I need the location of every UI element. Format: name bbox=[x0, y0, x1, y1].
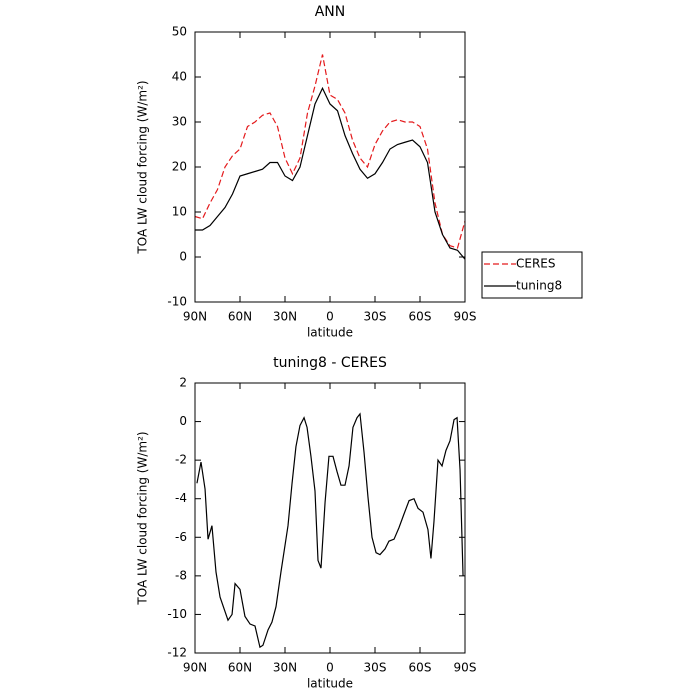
y-tick-label: 2 bbox=[179, 376, 187, 390]
x-tick-label: 0 bbox=[326, 661, 334, 675]
x-axis-label: latitude bbox=[307, 677, 353, 691]
y-tick-label: -2 bbox=[175, 453, 187, 467]
legend-label: CERES bbox=[516, 257, 556, 271]
y-tick-label: 20 bbox=[172, 160, 187, 174]
x-tick-label: 60S bbox=[409, 310, 432, 324]
legend-label: tuning8 bbox=[516, 279, 562, 293]
y-tick-label: -4 bbox=[175, 491, 187, 505]
chart-title: ANN bbox=[315, 4, 346, 20]
plot-frame bbox=[194, 31, 466, 303]
y-axis-label: TOA LW cloud forcing (W/m²) bbox=[136, 431, 150, 605]
x-tick-label: 90N bbox=[183, 661, 207, 675]
x-tick-label: 60N bbox=[228, 661, 252, 675]
x-tick-label: 30N bbox=[273, 661, 297, 675]
y-tick-label: 10 bbox=[172, 205, 187, 219]
x-tick-label: 90N bbox=[183, 310, 207, 324]
series-line bbox=[194, 54, 466, 249]
y-tick-label: -10 bbox=[167, 295, 187, 309]
y-tick-label: 40 bbox=[172, 70, 187, 84]
x-tick-label: 90S bbox=[454, 310, 477, 324]
x-tick-label: 30S bbox=[364, 661, 387, 675]
x-axis-label: latitude bbox=[307, 326, 353, 340]
x-tick-label: 60S bbox=[409, 661, 432, 675]
plot-frame bbox=[194, 382, 466, 654]
x-tick-label: 30S bbox=[364, 310, 387, 324]
series-line bbox=[195, 86, 466, 260]
y-axis-label: TOA LW cloud forcing (W/m²) bbox=[136, 80, 150, 254]
chart-title: tuning8 - CERES bbox=[273, 355, 387, 371]
y-tick-label: -10 bbox=[167, 607, 187, 621]
y-tick-label: -12 bbox=[167, 646, 187, 660]
x-tick-label: 60N bbox=[228, 310, 252, 324]
x-tick-label: 90S bbox=[454, 661, 477, 675]
y-tick-label: 30 bbox=[172, 115, 187, 129]
legend-box bbox=[481, 251, 583, 299]
y-tick-label: 0 bbox=[179, 250, 187, 264]
x-tick-label: 0 bbox=[326, 310, 334, 324]
y-tick-label: -6 bbox=[175, 530, 187, 544]
y-tick-label: 0 bbox=[179, 414, 187, 428]
series-line bbox=[196, 412, 464, 649]
y-tick-label: -8 bbox=[175, 568, 187, 582]
x-tick-label: 30N bbox=[273, 310, 297, 324]
y-tick-label: 50 bbox=[172, 25, 187, 39]
